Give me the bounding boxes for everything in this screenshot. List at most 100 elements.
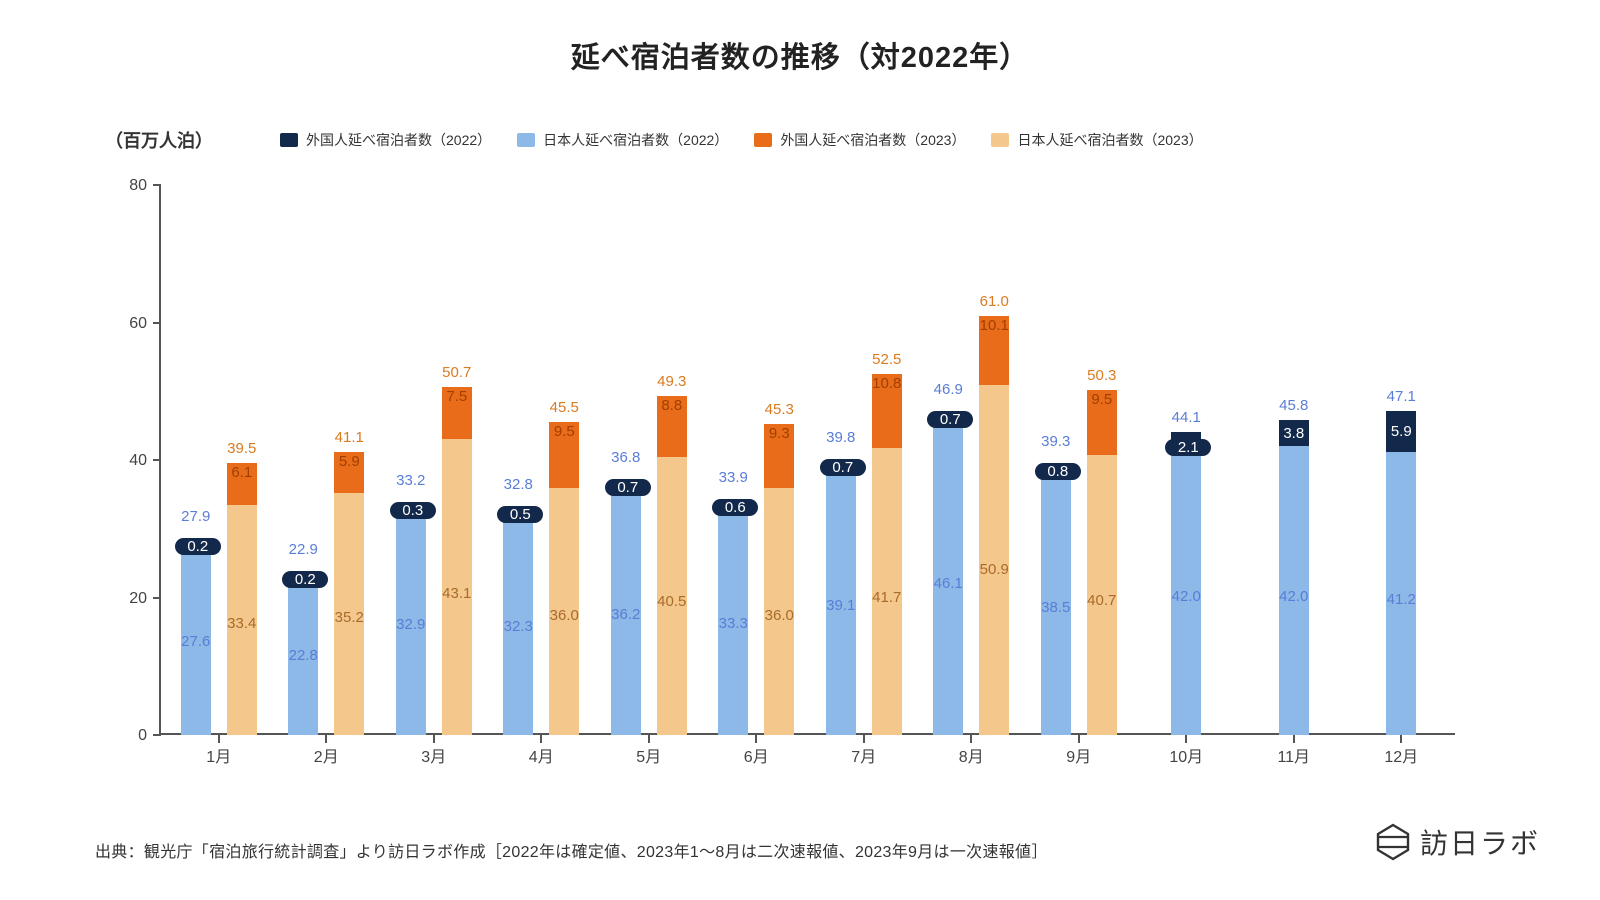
y-tick-label: 20 [107, 590, 147, 608]
y-tick [153, 184, 161, 186]
legend-label: 日本人延べ宿泊者数（2022） [543, 130, 728, 150]
label-f23: 7.5 [432, 388, 482, 405]
label-total-2022: 39.3 [1027, 433, 1085, 450]
y-tick [153, 459, 161, 461]
legend-swatch [517, 133, 535, 147]
bar-2023 [764, 424, 794, 735]
x-tick [755, 735, 757, 743]
x-tick-label: 2月 [296, 743, 356, 767]
x-tick [1078, 735, 1080, 743]
bar-2022 [1279, 420, 1309, 735]
label-j22: 22.8 [278, 647, 328, 664]
legend-swatch [280, 133, 298, 147]
label-total-2023: 52.5 [858, 351, 916, 368]
chart-legend: 外国人延べ宿泊者数（2022） 日本人延べ宿泊者数（2022） 外国人延べ宿泊者数（… [280, 130, 1203, 150]
x-tick-label: 10月 [1156, 743, 1216, 767]
y-tick-label: 40 [107, 452, 147, 470]
label-total-2022: 39.8 [812, 429, 870, 446]
x-tick-label: 8月 [941, 743, 1001, 767]
x-tick-label: 6月 [726, 743, 786, 767]
hex-logo-icon [1376, 823, 1410, 861]
label-f22: 0.7 [820, 459, 866, 476]
bar-2023 [979, 316, 1009, 735]
bar-2023 [657, 396, 687, 735]
label-f22: 0.8 [1035, 463, 1081, 480]
label-f22: 5.9 [1376, 423, 1426, 440]
label-f22: 2.1 [1165, 439, 1211, 456]
label-total-2022: 33.9 [704, 469, 762, 486]
label-total-2022: 46.9 [919, 381, 977, 398]
label-total-2023: 49.3 [643, 373, 701, 390]
label-j23: 43.1 [432, 585, 482, 602]
label-f23: 10.8 [862, 375, 912, 392]
label-f23: 9.3 [754, 425, 804, 442]
label-j23: 36.0 [539, 607, 589, 624]
bar-2023 [334, 452, 364, 735]
legend-item: 外国人延べ宿泊者数（2023） [754, 130, 965, 150]
credit-text: 訪日ラボ [1420, 822, 1540, 862]
label-total-2023: 45.3 [750, 401, 808, 418]
y-axis-unit: （百万人泊） [105, 127, 213, 153]
x-tick-label: 7月 [834, 743, 894, 767]
label-j23: 40.5 [647, 593, 697, 610]
label-j23: 33.4 [217, 615, 267, 632]
label-total-2022: 47.1 [1372, 388, 1430, 405]
label-f22: 0.5 [497, 506, 543, 523]
x-tick-label: 9月 [1049, 743, 1109, 767]
label-j22: 46.1 [923, 575, 973, 592]
label-total-2022: 33.2 [382, 472, 440, 489]
label-j22: 41.2 [1376, 591, 1426, 608]
label-j22: 39.1 [816, 597, 866, 614]
bar-2022 [933, 413, 963, 735]
label-total-2023: 50.3 [1073, 367, 1131, 384]
chart-plot-area: 0204060801月27.60.227.933.46.139.52月22.80… [165, 185, 1455, 735]
label-f23: 8.8 [647, 397, 697, 414]
y-tick-label: 0 [107, 727, 147, 745]
label-f22: 3.8 [1269, 425, 1319, 442]
label-j23: 35.2 [324, 609, 374, 626]
bar-2023 [549, 422, 579, 735]
label-total-2023: 50.7 [428, 364, 486, 381]
y-tick-label: 80 [107, 177, 147, 195]
x-tick [1293, 735, 1295, 743]
x-tick-label: 4月 [511, 743, 571, 767]
legend-swatch [754, 133, 772, 147]
x-tick [970, 735, 972, 743]
label-f22: 0.6 [712, 499, 758, 516]
chart-title: 延べ宿泊者数の推移（対2022年） [0, 34, 1600, 76]
label-j22: 36.2 [601, 606, 651, 623]
x-tick [1185, 735, 1187, 743]
label-total-2022: 32.8 [489, 476, 547, 493]
y-tick [153, 734, 161, 736]
y-tick [153, 322, 161, 324]
x-tick [1400, 735, 1402, 743]
label-total-2023: 61.0 [965, 293, 1023, 310]
x-tick [325, 735, 327, 743]
bar-2023 [227, 463, 257, 735]
label-f23: 9.5 [539, 423, 589, 440]
label-j22: 27.6 [171, 633, 221, 650]
x-tick [218, 735, 220, 743]
label-j23: 40.7 [1077, 592, 1127, 609]
x-tick [540, 735, 542, 743]
legend-label: 外国人延べ宿泊者数（2023） [780, 130, 965, 150]
label-f22: 0.3 [390, 502, 436, 519]
label-total-2022: 27.9 [167, 508, 225, 525]
label-f23: 10.1 [969, 317, 1019, 334]
label-f23: 9.5 [1077, 391, 1127, 408]
credit-logo: 訪日ラボ [1376, 822, 1540, 862]
x-tick [433, 735, 435, 743]
label-total-2023: 45.5 [535, 399, 593, 416]
label-total-2022: 44.1 [1157, 409, 1215, 426]
x-tick-label: 5月 [619, 743, 679, 767]
legend-label: 日本人延べ宿泊者数（2023） [1017, 130, 1202, 150]
label-total-2022: 36.8 [597, 449, 655, 466]
bar-2022 [1171, 432, 1201, 735]
legend-item: 日本人延べ宿泊者数（2022） [517, 130, 728, 150]
label-f22: 0.2 [175, 538, 221, 555]
label-f22: 0.7 [605, 479, 651, 496]
y-tick-label: 60 [107, 315, 147, 333]
legend-label: 外国人延べ宿泊者数（2022） [306, 130, 491, 150]
legend-item: 日本人延べ宿泊者数（2023） [991, 130, 1202, 150]
x-tick-label: 12月 [1371, 743, 1431, 767]
